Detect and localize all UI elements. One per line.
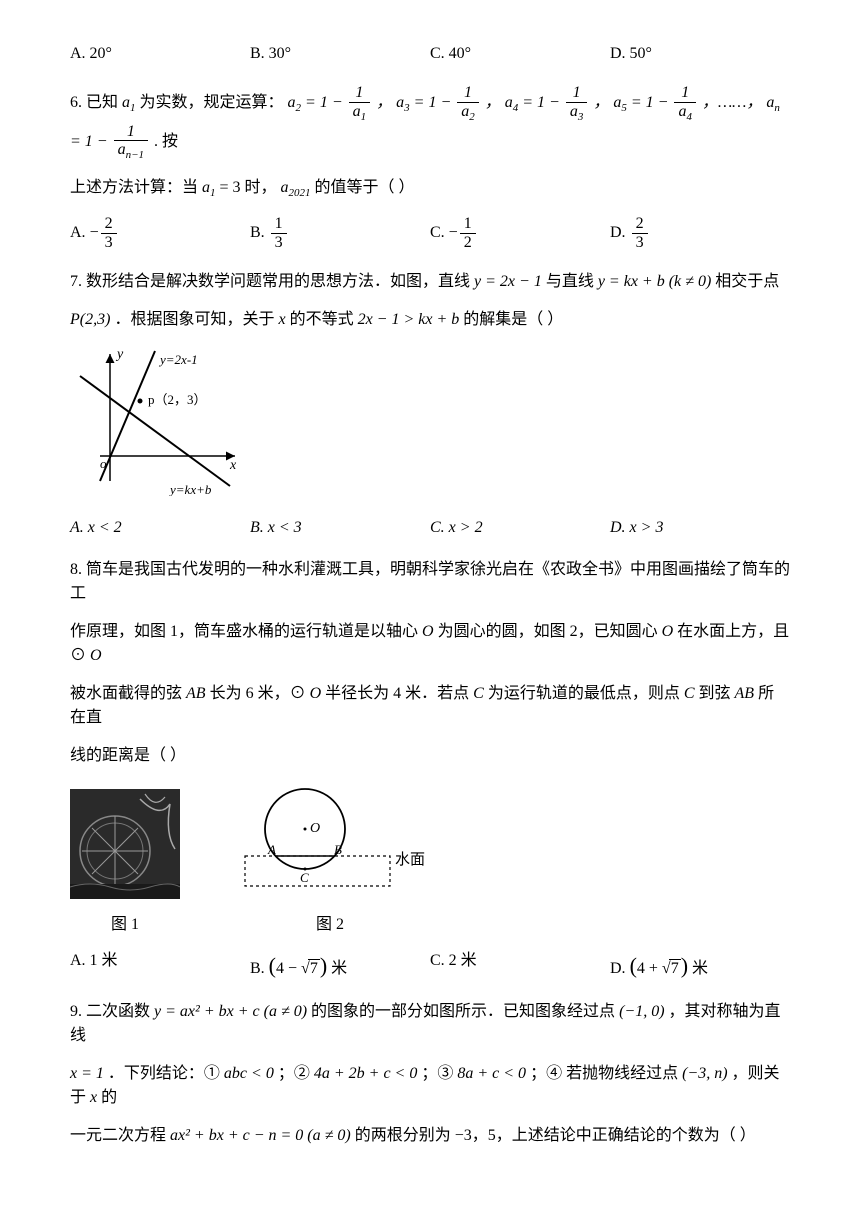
q7-eq2: y = kx + b (k ≠ 0) (598, 273, 711, 290)
q9-t6: ；② (278, 1065, 314, 1082)
svg-text:y=kx+b: y=kx+b (168, 482, 212, 496)
q7-t1: 7. 数形结合是解决数学问题常用的思想方法．如图，直线 (70, 273, 474, 290)
svg-text:y: y (115, 347, 124, 362)
q9-t1: 9. 二次函数 (70, 1003, 154, 1020)
q8-figures: 图 1 O A B C 水面 图 2 (70, 784, 790, 937)
svg-text:C: C (300, 870, 309, 885)
q9-t5: ．下列结论：① (108, 1065, 224, 1082)
q7-t6: 的不等式 (290, 311, 358, 328)
q9-eq1: y = ax² + bx + c (a ≠ 0) (154, 1003, 307, 1020)
svg-text:x: x (229, 458, 237, 473)
q8-fig2-block: O A B C 水面 图 2 (230, 784, 430, 937)
q8-fig2-caption: 图 2 (230, 913, 430, 937)
q5-opt-b: B. 30° (250, 42, 430, 66)
q8-O1: O (422, 623, 434, 640)
q8-opt-b: B. (4 − 7) 米 (250, 949, 430, 982)
q6-a1eq: = 3 时， (220, 179, 277, 196)
q8-opt-d: D. (4 + 7) 米 (610, 949, 790, 982)
q6-prefix: 6. 已知 (70, 94, 118, 111)
q6-l2a: 上述方法计算：当 (70, 179, 202, 196)
q5-opt-c: C. 40° (430, 42, 610, 66)
q9: 9. 二次函数 y = ax² + bx + c (a ≠ 0) 的图象的一部分… (70, 1000, 790, 1148)
q8-O2: O (662, 623, 674, 640)
q7-p: P(2,3) (70, 311, 110, 328)
q9-pt2: (−3, n) (682, 1065, 727, 1082)
q7-figure: p（2，3） y=2x-1 y=kx+b y x o (70, 346, 790, 504)
q8-t9: 到弦 (699, 685, 735, 702)
q7-opt-a: A. x < 2 (70, 516, 250, 540)
q8: 8. 筒车是我国古代发明的一种水利灌溉工具，明朝科学家徐光启在《农政全书》中用图… (70, 558, 790, 768)
q6-mid: 为实数，规定运算： (140, 94, 284, 111)
q8-C1: C (473, 685, 484, 702)
q8-C2: C (684, 685, 695, 702)
q7-opt-d: D. x > 3 (610, 516, 790, 540)
q8-opt-c: C. 2 米 (430, 949, 610, 982)
q6-a1-2: a1 (202, 179, 216, 196)
q8-l1: 8. 筒车是我国古代发明的一种水利灌溉工具，明朝科学家徐光启在《农政全书》中用图… (70, 558, 790, 606)
q7-options: A. x < 2 B. x < 3 C. x > 2 D. x > 3 (70, 516, 790, 540)
q7-eq1: y = 2x − 1 (474, 273, 542, 290)
q8-options: A. 1 米 B. (4 − 7) 米 C. 2 米 D. (4 + 7) 米 (70, 949, 790, 982)
q9-c2: 4a + 2b + c < 0 (314, 1065, 418, 1082)
q8-t7: 半径长为 4 米．若点 (325, 685, 473, 702)
q6-tail: . 按 (154, 133, 178, 150)
svg-text:O: O (310, 821, 320, 836)
q8-t3: 为圆心的圆，如图 2，已知圆心 (438, 623, 662, 640)
q6-opt-b: B. 13 (250, 215, 430, 251)
q6-opt-c: C. −12 (430, 215, 610, 251)
q6-a2021: a2021 (281, 179, 311, 196)
q6-a1: a1 (122, 94, 136, 111)
q6-opt-a: A. −23 (70, 215, 250, 251)
q9-xv: x (90, 1089, 97, 1106)
q5-options: A. 20° B. 30° C. 40° D. 50° (70, 42, 790, 66)
q6: 6. 已知 a1 为实数，规定运算： a2 = 1 − 1a1 ， a3 = 1… (70, 84, 790, 201)
q8-fig1-block: 图 1 (70, 789, 180, 937)
q8-O3: O (310, 685, 322, 702)
svg-text:p（2，3）: p（2，3） (148, 392, 207, 407)
q8-AB1: AB (186, 685, 206, 702)
q8-AB2: AB (735, 685, 755, 702)
svg-text:y=2x-1: y=2x-1 (158, 352, 198, 367)
svg-text:水面: 水面 (395, 851, 425, 868)
q9-t8: ；④ 若抛物线经过点 (530, 1065, 682, 1082)
q7-opt-b: B. x < 3 (250, 516, 430, 540)
q9-t11: 一元二次方程 (70, 1127, 170, 1144)
svg-text:A: A (267, 842, 276, 857)
svg-text:o: o (100, 456, 107, 471)
q7: 7. 数形结合是解决数学问题常用的思想方法．如图，直线 y = 2x − 1 与… (70, 270, 790, 332)
q9-eq2: ax² + bx + c − n = 0 (a ≠ 0) (170, 1127, 351, 1144)
q8-t2: 作原理，如图 1，筒车盛水桶的运行轨道是以轴心 (70, 623, 422, 640)
q9-t12: 的两根分别为 −3，5，上述结论中正确结论的个数为（ ） (355, 1127, 756, 1144)
q9-t10: 的 (101, 1089, 117, 1106)
q9-c1: abc < 0 (224, 1065, 274, 1082)
q7-xv: x (278, 311, 285, 328)
q5-opt-a: A. 20° (70, 42, 250, 66)
q8-fig1-svg (70, 789, 180, 899)
q8-t5: 被水面截得的弦 (70, 685, 186, 702)
q9-c3: 8a + c < 0 (457, 1065, 526, 1082)
q6-opt-d: D. 23 (610, 215, 790, 251)
q9-t7: ；③ (421, 1065, 457, 1082)
q7-t2: 与直线 (546, 273, 598, 290)
q9-t2: 的图象的一部分如图所示．已知图象经过点 (311, 1003, 619, 1020)
q5-opt-d: D. 50° (610, 42, 790, 66)
q7-opt-c: C. x > 2 (430, 516, 610, 540)
svg-text:B: B (334, 842, 342, 857)
q8-t6: 长为 6 米，⊙ (210, 685, 306, 702)
q7-t7: 的解集是（ ） (463, 311, 563, 328)
q8-t11: 线的距离是（ ） (70, 744, 790, 768)
q8-O2b: O (90, 647, 102, 664)
q6-l2b: 的值等于（ ） (315, 179, 415, 196)
q9-pt1: (−1, 0) (619, 1003, 664, 1020)
q7-t5: ．根据图象可知，关于 (114, 311, 278, 328)
q7-t3: 相交于点 (715, 273, 779, 290)
q8-t8: 为运行轨道的最低点，则点 (488, 685, 684, 702)
q6-options: A. −23 B. 13 C. −12 D. 23 (70, 215, 790, 251)
q7-ineq: 2x − 1 > kx + b (358, 311, 460, 328)
q8-fig1-caption: 图 1 (70, 913, 180, 937)
q9-t4: x = 1 (70, 1065, 104, 1082)
q8-fig2-svg: O A B C 水面 (230, 784, 430, 899)
q8-opt-a: A. 1 米 (70, 949, 250, 982)
